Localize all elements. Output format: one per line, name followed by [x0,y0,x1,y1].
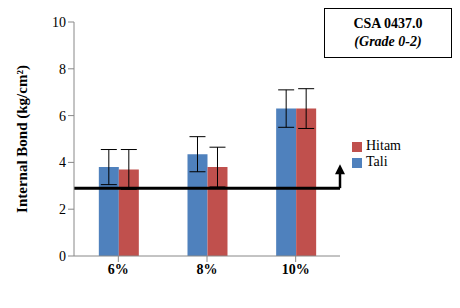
svg-text:4: 4 [59,155,66,170]
svg-text:6%: 6% [108,262,129,277]
html-text:Hitam: Hitam [366,138,401,153]
svg-text:0: 0 [59,249,66,264]
svg-text:6: 6 [59,109,66,124]
svg-text:10: 10 [52,15,66,30]
svg-text:8%: 8% [197,262,218,277]
svg-text:10%: 10% [282,262,310,277]
html-text:(Grade 0-2): (Grade 0-2) [354,34,422,49]
html-text:Tali: Tali [366,154,388,169]
html-text:CSA 0437.0: CSA 0437.0 [353,16,423,31]
svg-text:2: 2 [59,202,66,217]
svg-text:8: 8 [59,62,66,77]
svg-text:Internal Bond (kg/cm²): Internal Bond (kg/cm²) [14,65,31,213]
